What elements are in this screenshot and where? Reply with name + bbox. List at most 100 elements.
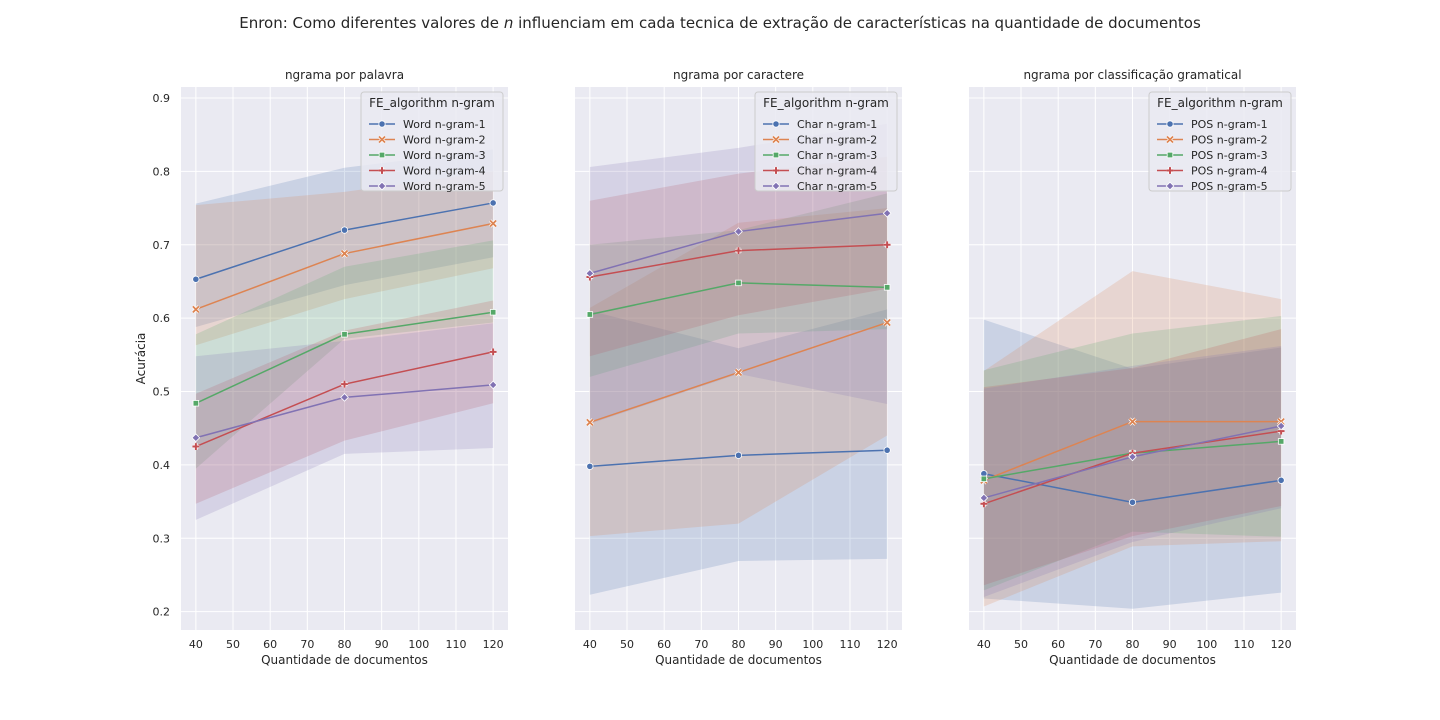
- point-s2-120: [883, 318, 892, 327]
- x-tick-60: 60: [657, 638, 671, 651]
- y-tick-0.2: 0.2: [153, 606, 171, 619]
- confidence-bands: [195, 149, 494, 520]
- subplot-3: 40 50 60 70 80 90 100 110 120 Quantidade de docum…: [969, 68, 1296, 667]
- subplot-title: ngrama por classificação gramatical: [1023, 68, 1241, 82]
- point-s5-120: [1276, 421, 1286, 431]
- legend-label: Char n-gram-2: [797, 134, 877, 147]
- legend-entry-3: Word n-gram-3: [369, 149, 486, 162]
- x-tick-40: 40: [189, 638, 203, 651]
- band-5: [195, 323, 494, 520]
- legend-entry-5: Word n-gram-5: [369, 180, 486, 193]
- point-s3-80: [341, 331, 348, 338]
- point-s2-120: [1277, 417, 1286, 426]
- point-s2-40-stroke: [586, 418, 594, 426]
- band-5: [983, 346, 1282, 597]
- point-s1-120: [1277, 476, 1285, 484]
- legend-entry-2: POS n-gram-2: [1157, 134, 1268, 147]
- legend-label: POS n-gram-5: [1191, 180, 1268, 193]
- point-s2-120-stroke: [883, 318, 891, 327]
- point-s2-80: [1128, 417, 1137, 426]
- legend-marker-stroke: [772, 167, 780, 174]
- legend-label: POS n-gram-3: [1191, 149, 1268, 162]
- x-tick-labels: 40 50 60 70 80 90 100 110 120: [583, 638, 898, 651]
- legend-label: POS n-gram-2: [1191, 134, 1268, 147]
- point-s3-40: [980, 475, 988, 483]
- legend-title: FE_algorithm n-gram: [1157, 96, 1283, 110]
- legend-label: Word n-gram-3: [403, 149, 486, 162]
- x-tick-labels: 40 50 60 70 80 90 100 110 120: [189, 638, 504, 651]
- legend-entry-2: Char n-gram-2: [763, 134, 877, 147]
- point-s1-40: [192, 275, 200, 283]
- x-tick-60: 60: [263, 638, 277, 651]
- point-s3-80: [735, 279, 742, 287]
- point-s2-80-stroke: [1128, 417, 1137, 426]
- band-4: [589, 156, 888, 357]
- point-s1-80: [1128, 498, 1137, 506]
- legend-label: Word n-gram-5: [403, 180, 486, 193]
- figure-title-prefix: Enron: Como diferentes valores de: [239, 14, 504, 32]
- legend-label: Char n-gram-1: [797, 118, 877, 131]
- legend-marker: [377, 181, 387, 191]
- point-s2-120: [489, 219, 498, 228]
- point-s4-80-stroke: [341, 380, 348, 388]
- legend-marker: [771, 181, 781, 191]
- point-s3-120: [1277, 438, 1285, 445]
- legend-entry-5: POS n-gram-5: [1157, 180, 1268, 193]
- x-axis-label: Quantidade de documentos: [1049, 653, 1216, 667]
- figure-title: Enron: Como diferentes valores de n infl…: [239, 14, 1201, 32]
- legend-marker-stroke: [1166, 135, 1174, 144]
- point-s2-80: [734, 368, 743, 377]
- band-1: [983, 319, 1282, 609]
- point-s2-80-stroke: [340, 249, 349, 258]
- legend-marker: [772, 120, 780, 128]
- x-tick-80: 80: [1126, 638, 1140, 651]
- legend-marker-stroke: [378, 135, 386, 144]
- subplot-title: ngrama por caractere: [673, 68, 804, 82]
- point-s2-120-stroke: [1277, 417, 1285, 426]
- point-s4-40-stroke: [192, 443, 200, 450]
- legend-marker: [378, 120, 386, 128]
- legend-label: Char n-gram-5: [797, 180, 877, 193]
- x-tick-100: 100: [1196, 638, 1217, 651]
- legend-label: POS n-gram-1: [1191, 118, 1268, 131]
- y-tick-0.5: 0.5: [153, 386, 171, 399]
- y-tick-0.6: 0.6: [153, 312, 171, 325]
- legend-marker: [1166, 167, 1174, 174]
- legend-box: [754, 91, 898, 192]
- point-s4-80: [341, 380, 348, 388]
- legend-marker-stroke: [1166, 167, 1174, 174]
- confidence-bands: [589, 123, 888, 595]
- subplots: 40 50 60 70 80 90 100 110 1200.20.30.40.50.60.70…: [134, 68, 1296, 667]
- legend-entry-4: POS n-gram-4: [1157, 165, 1268, 178]
- figure-title-suffix: influenciam em cada tecnica de extração …: [513, 14, 1201, 32]
- legend-entry-3: Char n-gram-3: [763, 149, 877, 162]
- y-tick-0.4: 0.4: [153, 459, 171, 472]
- point-s4-40: [192, 443, 200, 450]
- point-s1-40: [586, 462, 594, 470]
- point-s2-80-stroke: [734, 368, 743, 377]
- point-s1-120: [883, 446, 891, 454]
- y-tick-labels: 0.2 0.3 0.4 0.5 0.6 0.7 0.8 0.9: [153, 92, 171, 619]
- x-tick-110: 110: [839, 638, 860, 651]
- subplot-title: ngrama por palavra: [285, 68, 404, 82]
- legend-box: [360, 91, 504, 192]
- point-s5-120: [488, 380, 498, 390]
- point-s5-80: [340, 393, 349, 402]
- y-axis-label: Acurácia: [134, 333, 148, 385]
- point-s1-80: [340, 226, 349, 234]
- x-tick-80: 80: [338, 638, 352, 651]
- legend-marker-stroke: [378, 167, 386, 174]
- point-s5-80: [1128, 452, 1137, 462]
- band-5: [589, 123, 888, 424]
- legend-label: Word n-gram-1: [403, 118, 486, 131]
- legend-box: [1148, 91, 1292, 192]
- legend-entry-4: Word n-gram-4: [369, 165, 486, 178]
- legend-label: Word n-gram-2: [403, 134, 486, 147]
- point-s1-120: [489, 199, 497, 207]
- legend-title: FE_algorithm n-gram: [369, 96, 495, 110]
- legend-marker: [378, 151, 386, 159]
- gridlines: [575, 87, 902, 630]
- legend-title: FE_algorithm n-gram: [763, 96, 889, 110]
- series-markers: [979, 417, 1286, 508]
